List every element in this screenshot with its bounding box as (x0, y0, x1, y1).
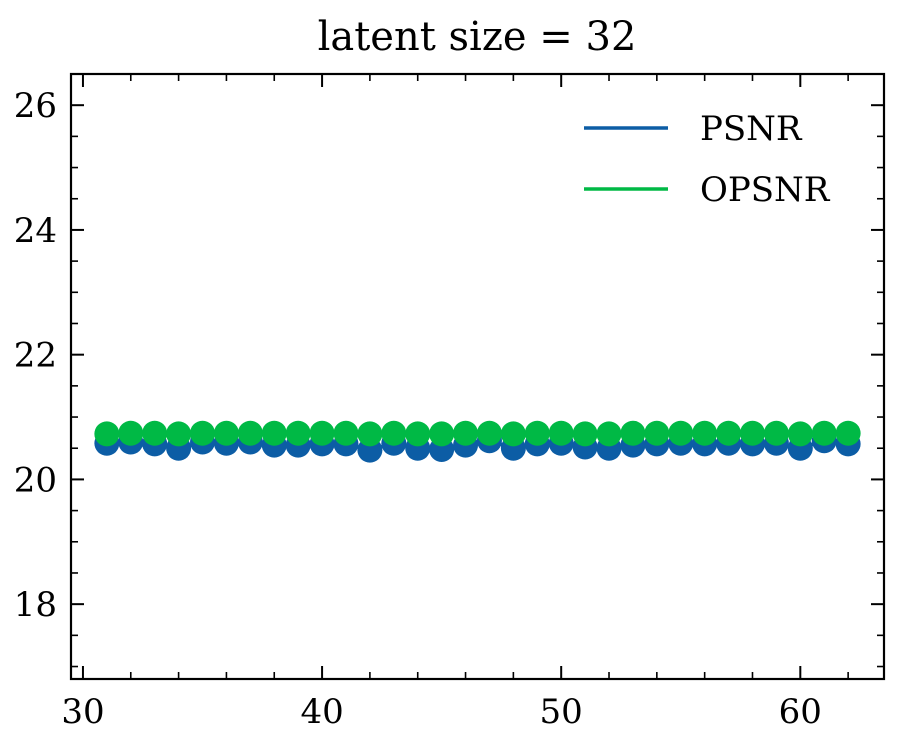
point-opsnr (668, 420, 694, 446)
point-opsnr (763, 420, 789, 446)
point-opsnr (166, 421, 192, 447)
point-opsnr (453, 420, 479, 446)
series-opsnr (94, 420, 861, 447)
x-tick-label: 50 (540, 692, 583, 732)
point-opsnr (261, 420, 287, 446)
point-opsnr (739, 420, 765, 446)
y-tick-label: 20 (14, 460, 57, 500)
y-tick-label: 26 (14, 86, 57, 126)
point-opsnr (381, 420, 407, 446)
point-opsnr (835, 420, 861, 446)
point-opsnr (524, 420, 550, 446)
point-opsnr (572, 421, 598, 447)
point-opsnr (142, 420, 168, 446)
point-opsnr (357, 421, 383, 447)
x-tick-label: 40 (300, 692, 343, 732)
point-opsnr (333, 420, 359, 446)
point-opsnr (476, 420, 502, 446)
point-opsnr (500, 421, 526, 447)
point-opsnr (405, 421, 431, 447)
point-opsnr (716, 420, 742, 446)
x-tick-label: 60 (779, 692, 822, 732)
point-opsnr (811, 420, 837, 446)
point-opsnr (620, 420, 646, 446)
point-opsnr (309, 420, 335, 446)
point-opsnr (429, 421, 455, 447)
point-opsnr (213, 420, 239, 446)
point-opsnr (94, 421, 120, 447)
point-opsnr (118, 420, 144, 446)
point-opsnr (692, 420, 718, 446)
point-opsnr (644, 420, 670, 446)
y-tick-label: 18 (14, 585, 57, 625)
legend-label-opsnr: OPSNR (700, 170, 831, 210)
point-opsnr (596, 421, 622, 447)
y-tick-label: 24 (14, 211, 57, 251)
plot-frame (69, 72, 886, 681)
point-opsnr (237, 420, 263, 446)
point-opsnr (787, 421, 813, 447)
point-opsnr (548, 420, 574, 446)
x-tick-label: 30 (61, 692, 104, 732)
point-opsnr (285, 420, 311, 446)
legend-label-psnr: PSNR (700, 109, 803, 149)
y-tick-label: 22 (14, 336, 57, 376)
chart-title: latent size = 32 (318, 14, 637, 60)
point-opsnr (190, 420, 216, 446)
legend: PSNR OPSNR (584, 109, 831, 210)
